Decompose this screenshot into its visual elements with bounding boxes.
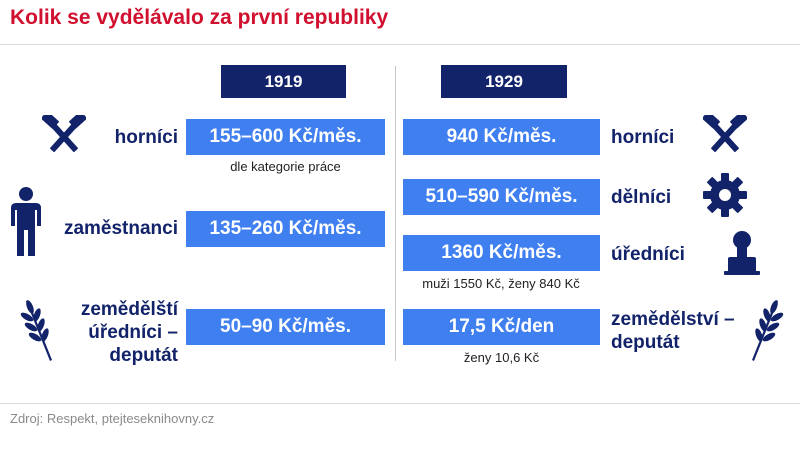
- label-right-workers: dělníci: [611, 187, 672, 208]
- wheat-icon: [20, 297, 56, 361]
- label-left-agri: zemědělští úředníci – deputát: [80, 299, 178, 366]
- value-right-officials: 1360 Kč/měs.: [403, 235, 600, 271]
- value-right-agri: 17,5 Kč/den: [403, 309, 600, 345]
- value-left-agri: 50–90 Kč/měs.: [186, 309, 385, 345]
- bottom-divider: [0, 403, 800, 404]
- value-right-miners: 940 Kč/měs.: [403, 119, 600, 155]
- label-right-officials: úředníci: [611, 244, 685, 265]
- center-divider: [395, 66, 396, 361]
- label-left-employees: zaměstnanci: [63, 218, 178, 239]
- page-title: Kolik se vydělávalo za první republiky: [10, 6, 389, 29]
- wheat-icon: [748, 297, 784, 361]
- note-right-officials: muži 1550 Kč, ženy 840 Kč: [422, 276, 580, 291]
- value-left-employees: 135–260 Kč/měs.: [186, 211, 385, 247]
- note-right-agri: ženy 10,6 Kč: [463, 350, 540, 365]
- gear-icon: [702, 172, 748, 218]
- year-1929-badge: 1929: [441, 65, 567, 98]
- note-left-miners: dle kategorie práce: [230, 159, 341, 174]
- value-left-miners: 155–600 Kč/měs.: [186, 119, 385, 155]
- value-right-workers: 510–590 Kč/měs.: [403, 179, 600, 215]
- hammers-icon: [42, 115, 86, 155]
- year-1919-badge: 1919: [221, 65, 346, 98]
- stamp-icon: [724, 231, 760, 275]
- label-left-miners: horníci: [114, 127, 178, 148]
- top-divider: [0, 44, 800, 45]
- hammers-icon: [703, 115, 747, 155]
- label-right-agri: zemědělství – deputát: [611, 309, 735, 353]
- person-icon: [8, 186, 44, 258]
- label-right-miners: horníci: [611, 127, 675, 148]
- source-credit: Zdroj: Respekt, ptejteseknihovny.cz: [10, 411, 215, 426]
